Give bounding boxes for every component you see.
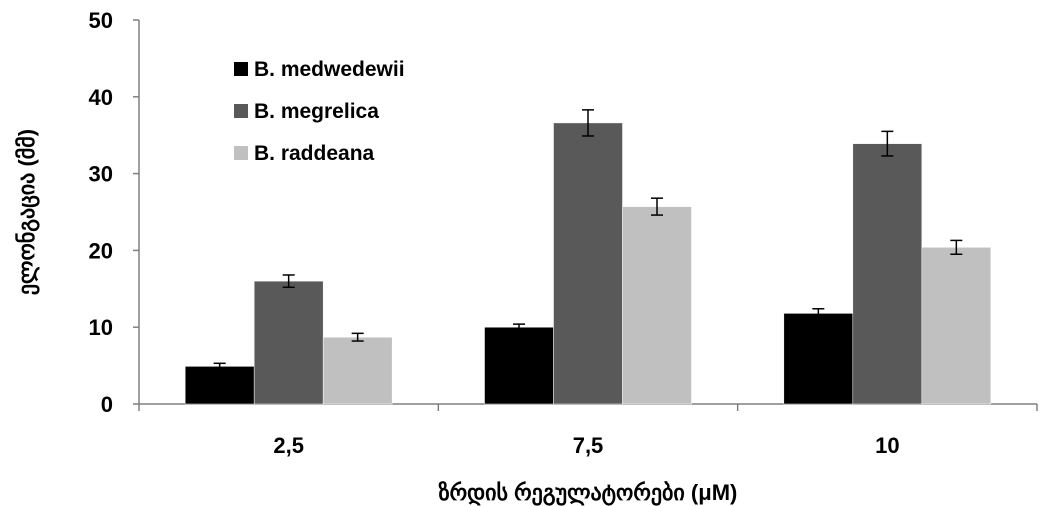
y-tick-label: 50 <box>89 8 113 33</box>
legend-swatch <box>234 146 248 160</box>
bar <box>253 280 324 405</box>
y-tick-label: 30 <box>89 162 113 187</box>
bar <box>553 122 623 405</box>
y-tick-label: 10 <box>89 315 113 340</box>
bar <box>622 206 692 405</box>
legend-label: B. medwedewii <box>254 58 405 81</box>
bar <box>322 336 393 405</box>
y-axis-title: ელონგაცია (მმ) <box>14 129 40 295</box>
x-tick-label: 2,5 <box>273 433 304 458</box>
legend-swatch <box>234 62 248 76</box>
y-tick-label: 0 <box>101 392 113 417</box>
bars <box>184 122 992 405</box>
bar <box>184 366 255 405</box>
legend-label: B. raddeana <box>254 142 375 165</box>
error-bars <box>213 109 963 371</box>
legend: B. medwedewii B. megrelica B. raddeana <box>234 58 405 165</box>
x-tick-label: 7,5 <box>573 433 604 458</box>
y-tick-label: 40 <box>89 85 113 110</box>
bar <box>921 247 992 405</box>
legend-swatch <box>234 104 248 118</box>
x-axis-title: ზრდის რეგულატორები (μM) <box>439 480 738 506</box>
bar <box>484 326 554 405</box>
bar <box>783 313 854 405</box>
bar <box>852 143 923 405</box>
y-tick-label: 20 <box>89 238 113 263</box>
legend-label: B. megrelica <box>254 100 379 123</box>
x-tick-label: 10 <box>875 433 899 458</box>
